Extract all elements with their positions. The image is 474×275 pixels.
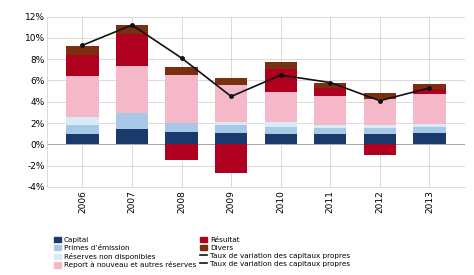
- Bar: [264, 122, 297, 127]
- Bar: [66, 117, 99, 125]
- Bar: [364, 128, 396, 134]
- Bar: [413, 133, 446, 144]
- Bar: [215, 122, 247, 125]
- Bar: [413, 89, 446, 94]
- Bar: [264, 92, 297, 122]
- Bar: [364, 125, 396, 128]
- Bar: [314, 82, 346, 88]
- Bar: [165, 132, 198, 144]
- Bar: [116, 130, 148, 144]
- Bar: [264, 62, 297, 69]
- Bar: [66, 76, 99, 117]
- Bar: [66, 134, 99, 144]
- Bar: [314, 125, 346, 128]
- Bar: [165, 75, 198, 123]
- Bar: [413, 124, 446, 127]
- Bar: [215, 144, 247, 173]
- Bar: [165, 144, 198, 160]
- Bar: [116, 25, 148, 34]
- Bar: [215, 125, 247, 133]
- Bar: [66, 46, 99, 55]
- Bar: [66, 125, 99, 134]
- Bar: [413, 84, 446, 89]
- Bar: [215, 85, 247, 122]
- Bar: [116, 65, 148, 114]
- Bar: [314, 88, 346, 97]
- Bar: [314, 97, 346, 125]
- Bar: [413, 94, 446, 124]
- Bar: [364, 134, 396, 144]
- Legend: Capital, Primes d’émission, Réserves non disponibles, Report à nouveau et autres: Capital, Primes d’émission, Réserves non…: [51, 234, 353, 271]
- Bar: [165, 67, 198, 75]
- Bar: [314, 128, 346, 134]
- Bar: [116, 114, 148, 130]
- Bar: [364, 144, 396, 155]
- Bar: [66, 55, 99, 76]
- Bar: [165, 123, 198, 132]
- Bar: [116, 34, 148, 65]
- Bar: [264, 134, 297, 144]
- Bar: [413, 127, 446, 133]
- Bar: [314, 134, 346, 144]
- Bar: [264, 69, 297, 92]
- Bar: [264, 127, 297, 134]
- Bar: [364, 93, 396, 98]
- Bar: [215, 133, 247, 144]
- Bar: [215, 78, 247, 85]
- Bar: [364, 98, 396, 125]
